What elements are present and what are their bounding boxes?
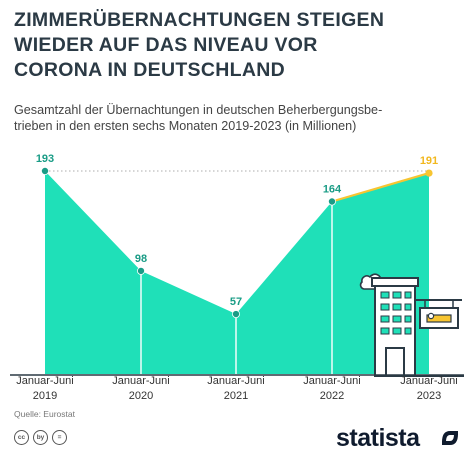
area-fill xyxy=(45,171,429,374)
chart-subtitle: Gesamtzahl der Übernachtungen in deutsch… xyxy=(14,103,464,134)
x-tick-label: Januar-Juni xyxy=(400,375,457,387)
data-label: 193 xyxy=(36,153,54,165)
hotel-building-icon xyxy=(359,273,464,377)
title-line-3: CORONA IN DEUTSCHLAND xyxy=(14,59,285,81)
x-tick-label: Januar-Juni xyxy=(303,375,360,387)
data-label: 191 xyxy=(420,155,438,167)
subtitle-line-2: trieben in den ersten sechs Monaten 2019… xyxy=(14,118,357,133)
x-tick-label: Januar-Juni xyxy=(112,375,169,387)
data-point xyxy=(231,310,240,319)
title-line-2: WIEDER AUF DAS NIVEAU VOR xyxy=(14,34,318,56)
data-point xyxy=(41,166,50,175)
highlight-segment xyxy=(331,172,430,203)
license-icons: cc by = xyxy=(14,430,67,445)
x-tick-label: Januar-Juni xyxy=(16,375,73,387)
x-tick-label: Januar-Juni xyxy=(207,375,264,387)
title-line-1: ZIMMERÜBERNACHTUNGEN STEIGEN xyxy=(14,9,385,31)
x-tick-year: 2019 xyxy=(33,390,57,402)
data-label: 164 xyxy=(323,184,342,196)
label-layer: 193 98 57 164 191 xyxy=(36,153,438,319)
cc-icon: cc xyxy=(14,430,29,445)
subtitle-line-1: Gesamtzahl der Übernachtungen in deutsch… xyxy=(14,103,383,117)
x-axis: Januar-Juni 2019 Januar-Juni 2020 Januar-Jun… xyxy=(10,374,464,402)
data-label: 57 xyxy=(230,296,242,308)
data-point xyxy=(327,197,336,206)
x-tick-year: 2020 xyxy=(129,390,153,402)
statista-logo-icon xyxy=(442,431,458,445)
x-tick-year: 2021 xyxy=(224,390,248,402)
area-layer xyxy=(45,170,430,374)
nd-icon: = xyxy=(52,430,67,445)
source-note: Quelle: Eurostat xyxy=(14,409,75,419)
data-label: 98 xyxy=(135,253,147,265)
x-tick-year: 2023 xyxy=(417,390,441,402)
data-point xyxy=(136,266,145,275)
x-tick-year: 2022 xyxy=(320,390,344,402)
statista-logo: statista xyxy=(336,424,420,452)
chart-title: ZIMMERÜBERNACHTUNGEN STEIGEN WIEDER AUF … xyxy=(14,8,464,83)
data-point xyxy=(425,169,433,177)
by-icon: by xyxy=(33,430,48,445)
